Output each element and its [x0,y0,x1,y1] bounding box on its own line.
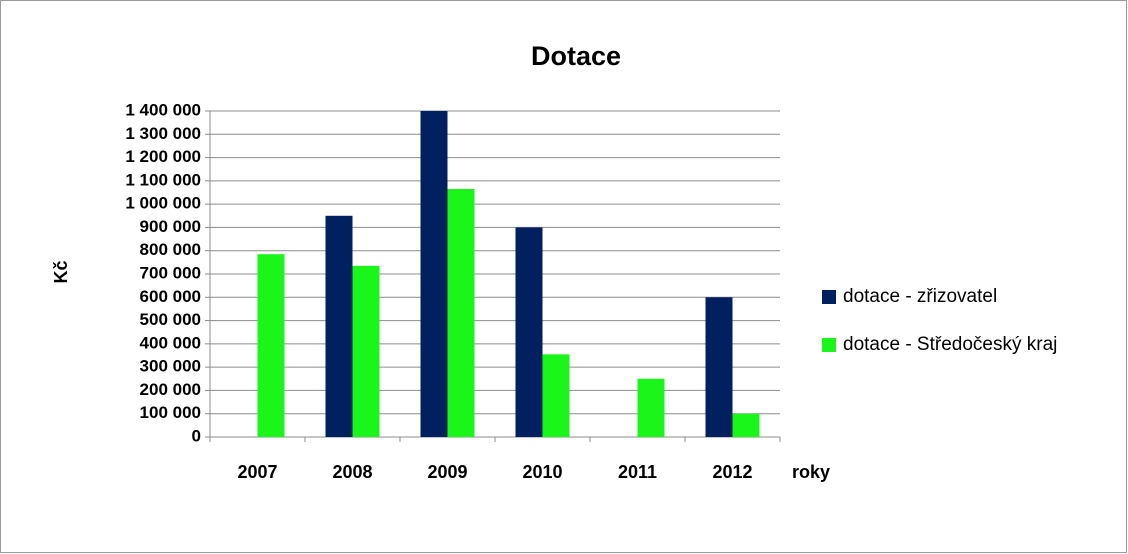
bar [447,189,475,437]
bar [352,265,380,437]
x-tick-label: 2010 [522,462,562,482]
legend-swatch [822,290,836,304]
x-tick-label: 2008 [332,462,372,482]
y-tick-label: 1 300 000 [125,124,201,143]
bar [515,227,543,437]
y-tick-label: 1 200 000 [125,147,201,166]
y-tick-label: 1 100 000 [125,170,201,189]
bar [542,354,570,437]
x-tick-label: 2007 [237,462,277,482]
x-tick-label: 2009 [427,462,467,482]
x-tick-label: 2011 [618,462,657,482]
y-tick-label: 0 [192,426,201,445]
y-tick-label: 1 000 000 [125,194,201,213]
y-tick-label: 300 000 [140,357,201,376]
bar [705,297,733,437]
y-tick-label: 600 000 [140,287,201,306]
y-tick-label: 400 000 [140,333,201,352]
y-axis-label: Kč [51,260,71,283]
y-tick-label: 500 000 [140,310,201,329]
legend-label: dotace - zřizovatel [843,286,997,307]
bar [637,378,665,437]
x-tick-label: 2012 [712,462,752,482]
y-tick-label: 800 000 [140,240,201,259]
bar [420,111,448,437]
y-tick-label: 900 000 [140,217,201,236]
legend-swatch [822,338,836,352]
y-tick-label: 200 000 [140,380,201,399]
chart-title: Dotace [531,41,621,71]
y-tick-label: 100 000 [140,403,201,422]
x-axis-label: roky [792,462,830,482]
bar [732,413,760,437]
bar [257,254,285,437]
bar [325,215,353,437]
legend-label: dotace - Středočeský kraj [843,334,1057,355]
y-tick-label: 1 400 000 [125,100,201,119]
y-tick-label: 700 000 [140,263,201,282]
